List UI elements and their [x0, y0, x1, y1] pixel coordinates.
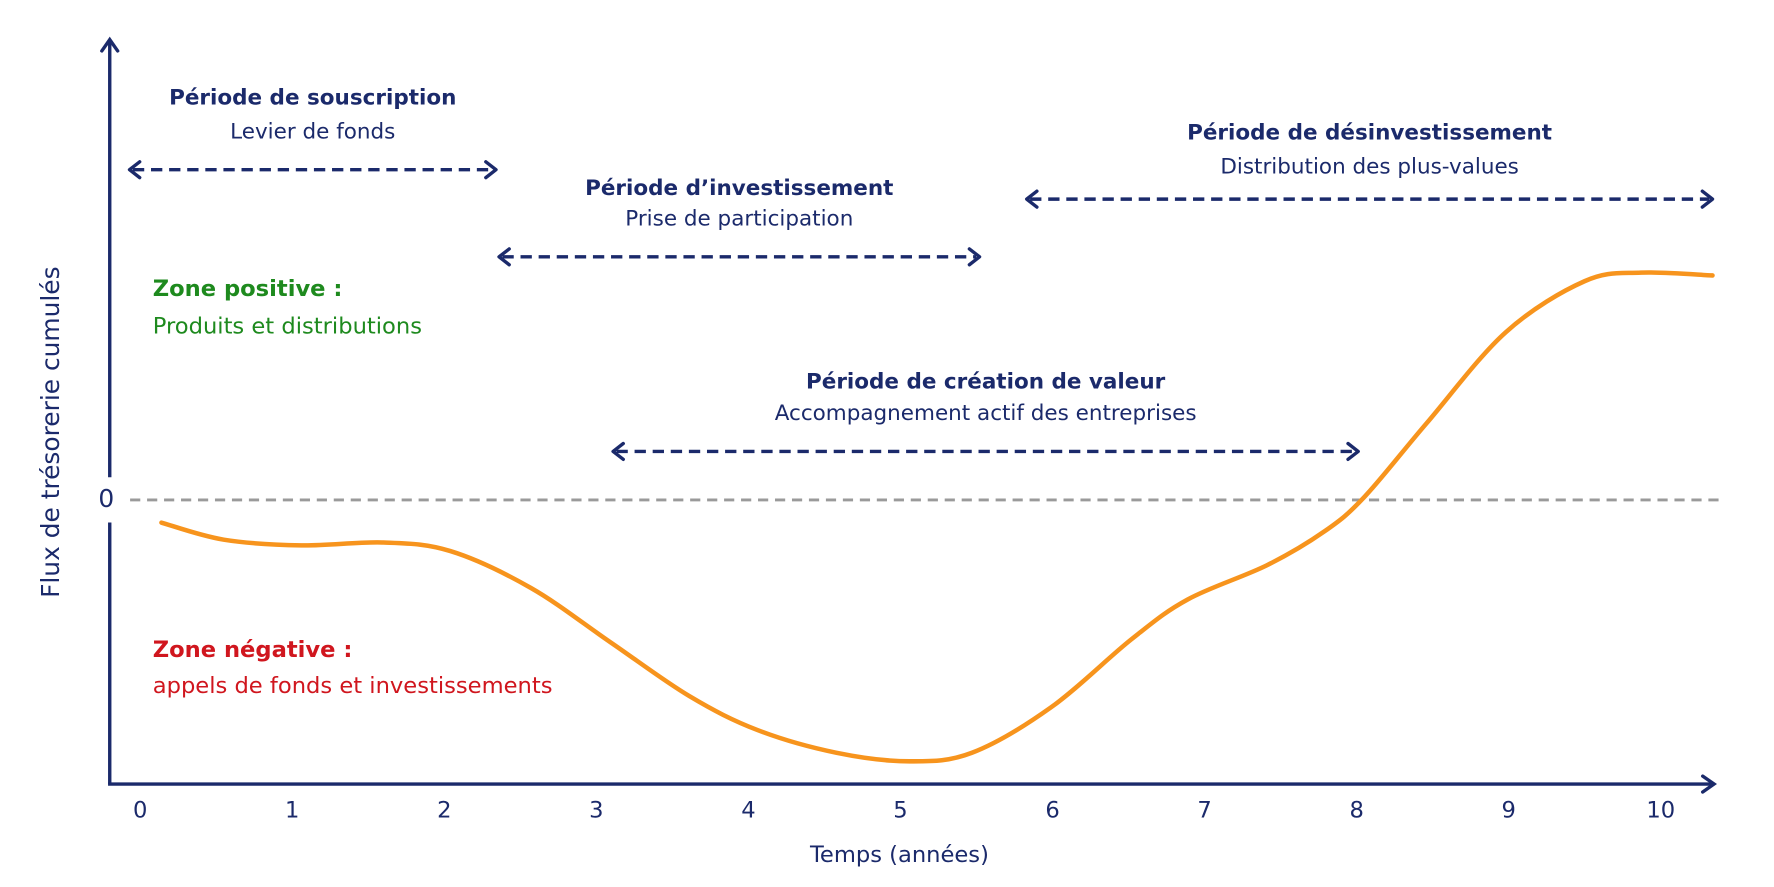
x-tick-label: 6 — [1045, 798, 1059, 824]
x-axis-label: Temps (années) — [809, 842, 989, 868]
x-tick-label: 8 — [1349, 798, 1363, 824]
arrow-head — [611, 441, 1360, 462]
x-tick-label: 9 — [1502, 798, 1516, 824]
x-tick-label: 1 — [285, 798, 299, 824]
arrow-head — [127, 160, 498, 180]
period-title: Période de création de valeur — [806, 369, 1166, 394]
arrow-head — [497, 247, 982, 267]
y-tick-label: 0 — [98, 484, 114, 513]
period-title: Période de désinvestissement — [1187, 121, 1552, 146]
period-title: Période de souscription — [169, 85, 456, 110]
period-subtitle: Accompagnement actif des entreprises — [775, 401, 1197, 426]
cash-flow-curve — [159, 270, 1715, 764]
zone-title: Zone positive : — [153, 276, 343, 302]
zone-title: Zone négative : — [153, 637, 353, 663]
x-tick-label: 2 — [437, 798, 451, 824]
x-tick-label: 4 — [741, 798, 755, 824]
x-axis-arrow — [1701, 774, 1717, 794]
period-subtitle: Distribution des plus-values — [1220, 154, 1519, 179]
x-tick-label: 5 — [893, 798, 907, 824]
zone-subtitle: appels de fonds et investissements — [153, 673, 553, 699]
x-tick-label: 0 — [133, 798, 147, 824]
x-tick-label: 3 — [589, 798, 603, 824]
arrow-head — [1025, 189, 1715, 209]
y-axis-label: Flux de trésorerie cumulés — [36, 266, 65, 597]
x-tick-label: 7 — [1197, 798, 1211, 824]
x-tick-label: 10 — [1646, 798, 1675, 824]
period-title: Période d’investissement — [585, 176, 893, 201]
y-axis-arrow — [100, 36, 120, 53]
period-subtitle: Levier de fonds — [230, 119, 395, 144]
period-subtitle: Prise de participation — [625, 206, 853, 231]
zone-subtitle: Produits et distributions — [153, 313, 422, 339]
